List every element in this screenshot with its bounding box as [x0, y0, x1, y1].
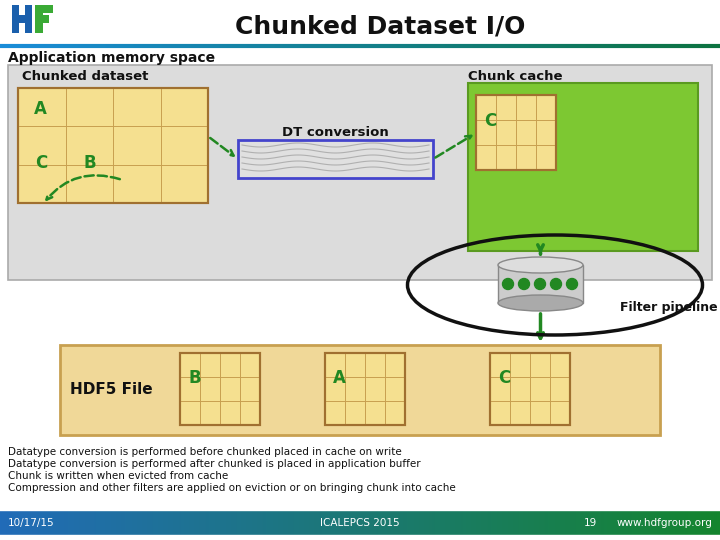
Text: C: C: [498, 369, 510, 387]
Text: 10/17/15: 10/17/15: [8, 518, 55, 528]
Bar: [325, 353, 405, 425]
Bar: [180, 353, 260, 425]
Text: ICALEPCS 2015: ICALEPCS 2015: [320, 518, 400, 528]
Bar: [25, 5, 32, 33]
Text: Compression and other filters are applied on eviction or on bringing chunk into : Compression and other filters are applie…: [8, 483, 456, 493]
Text: HDF5 File: HDF5 File: [70, 382, 153, 397]
Bar: [325, 353, 405, 425]
Text: www.hdfgroup.org: www.hdfgroup.org: [616, 518, 712, 528]
Bar: [490, 353, 570, 425]
Text: Datatype conversion is performed before chunked placed in cache on write: Datatype conversion is performed before …: [8, 447, 402, 457]
Text: B: B: [188, 369, 201, 387]
Text: C: C: [485, 112, 497, 130]
Bar: [18, 88, 208, 203]
Circle shape: [518, 279, 529, 289]
Ellipse shape: [498, 257, 583, 273]
Bar: [35, 5, 53, 13]
Bar: [468, 83, 698, 251]
Text: Filter pipeline: Filter pipeline: [620, 300, 718, 314]
Bar: [35, 5, 43, 33]
Text: Datatype conversion is performed after chunked is placed in application buffer: Datatype conversion is performed after c…: [8, 459, 420, 469]
Bar: [60, 345, 660, 435]
Bar: [12, 5, 19, 33]
Circle shape: [567, 279, 577, 289]
Bar: [476, 95, 556, 170]
Text: B: B: [84, 154, 96, 172]
Text: A: A: [35, 100, 48, 118]
Text: Chunk is written when evicted from cache: Chunk is written when evicted from cache: [8, 471, 228, 481]
Bar: [180, 353, 260, 425]
Ellipse shape: [498, 295, 583, 311]
Text: A: A: [333, 369, 346, 387]
Text: 19: 19: [583, 518, 597, 528]
Bar: [8, 65, 712, 280]
Bar: [498, 265, 583, 303]
Circle shape: [534, 279, 546, 289]
Text: Chunked dataset: Chunked dataset: [22, 70, 148, 83]
Bar: [238, 140, 433, 178]
Bar: [12, 15, 32, 23]
Circle shape: [551, 279, 562, 289]
Text: Application memory space: Application memory space: [8, 51, 215, 65]
Bar: [476, 95, 556, 170]
Bar: [18, 88, 208, 203]
Bar: [35, 15, 49, 23]
Text: Chunk cache: Chunk cache: [468, 70, 562, 83]
Text: DT conversion: DT conversion: [282, 126, 389, 139]
Bar: [490, 353, 570, 425]
Text: Chunked Dataset I/O: Chunked Dataset I/O: [235, 14, 525, 38]
Text: C: C: [35, 154, 47, 172]
Circle shape: [503, 279, 513, 289]
